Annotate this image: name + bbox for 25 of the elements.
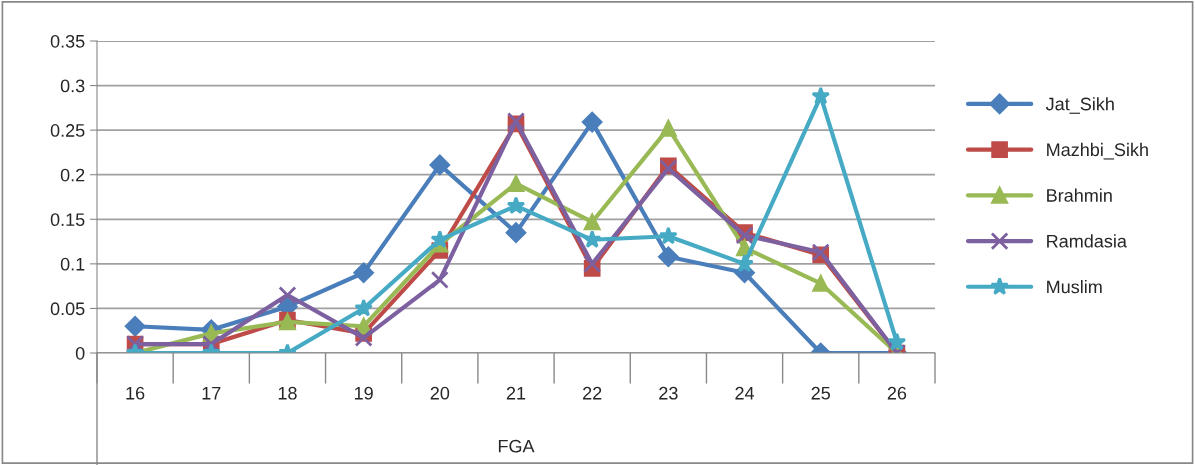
x-tick-label: 26 xyxy=(887,386,907,400)
legend-label: Jat_Sikh xyxy=(1045,97,1114,114)
x-tick-label: 22 xyxy=(583,386,602,400)
legend-label: Muslim xyxy=(1047,280,1102,294)
x-tick-label: 20 xyxy=(430,386,450,400)
x-tick-label: 16 xyxy=(126,386,145,400)
x-tick-label: 18 xyxy=(278,386,297,400)
y-tick-label: 0.15 xyxy=(50,213,85,227)
legend-label: Brahmin xyxy=(1047,188,1112,202)
x-tick-label: 17 xyxy=(202,387,221,400)
y-tick-label: 0.2 xyxy=(60,168,85,182)
x-tick-label: 24 xyxy=(735,386,755,400)
x-tick-label: 23 xyxy=(659,386,678,400)
x-axis-title: FGA xyxy=(498,439,535,453)
y-tick-label: 0.25 xyxy=(50,124,85,137)
x-tick-label: 25 xyxy=(811,386,831,400)
y-tick-label: 0.05 xyxy=(50,302,85,316)
x-tick-label: 21 xyxy=(506,386,526,400)
legend-label: Mazhbi_Sikh xyxy=(1047,142,1148,160)
x-tick-label: 19 xyxy=(354,386,373,400)
y-tick-label: 0 xyxy=(75,346,85,360)
y-tick-label: 0.3 xyxy=(60,79,85,93)
y-tick-label: 0.35 xyxy=(50,34,85,48)
y-tick-label: 0.1 xyxy=(60,257,85,271)
legend-label: Ramdasia xyxy=(1047,234,1127,248)
